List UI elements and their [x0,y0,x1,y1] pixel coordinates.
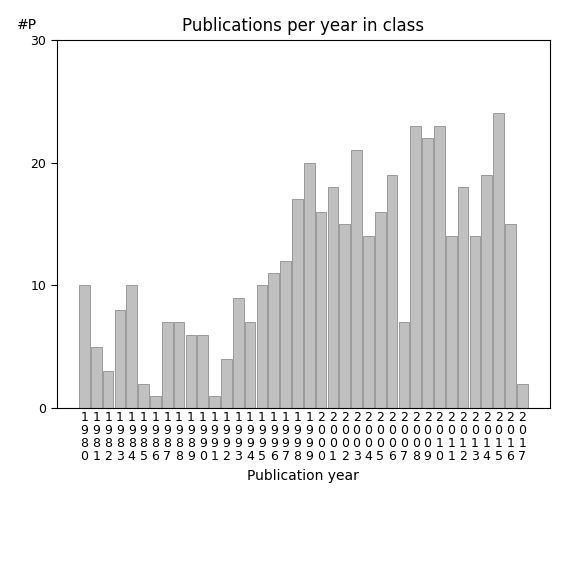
Bar [352,150,362,408]
Bar [399,322,409,408]
Bar [162,322,172,408]
Bar [126,285,137,408]
Bar [493,113,504,408]
Bar [340,224,350,408]
Text: #P: #P [17,18,37,32]
Bar [257,285,267,408]
Bar [411,126,421,408]
Bar [233,298,244,408]
Title: Publications per year in class: Publications per year in class [182,18,425,35]
Bar [304,163,315,408]
Bar [150,396,161,408]
X-axis label: Publication year: Publication year [247,468,359,483]
Bar [363,236,374,408]
Bar [517,384,527,408]
Bar [268,273,279,408]
Bar [469,236,480,408]
Bar [91,347,101,408]
Bar [197,335,208,408]
Bar [209,396,220,408]
Bar [434,126,445,408]
Bar [375,211,386,408]
Bar [505,224,516,408]
Bar [115,310,125,408]
Bar [103,371,113,408]
Bar [422,138,433,408]
Bar [245,322,255,408]
Bar [185,335,196,408]
Bar [387,175,397,408]
Bar [316,211,327,408]
Bar [280,261,291,408]
Bar [458,187,468,408]
Bar [174,322,184,408]
Bar [481,175,492,408]
Bar [79,285,90,408]
Bar [292,200,303,408]
Bar [221,359,232,408]
Bar [138,384,149,408]
Bar [328,187,338,408]
Bar [446,236,456,408]
